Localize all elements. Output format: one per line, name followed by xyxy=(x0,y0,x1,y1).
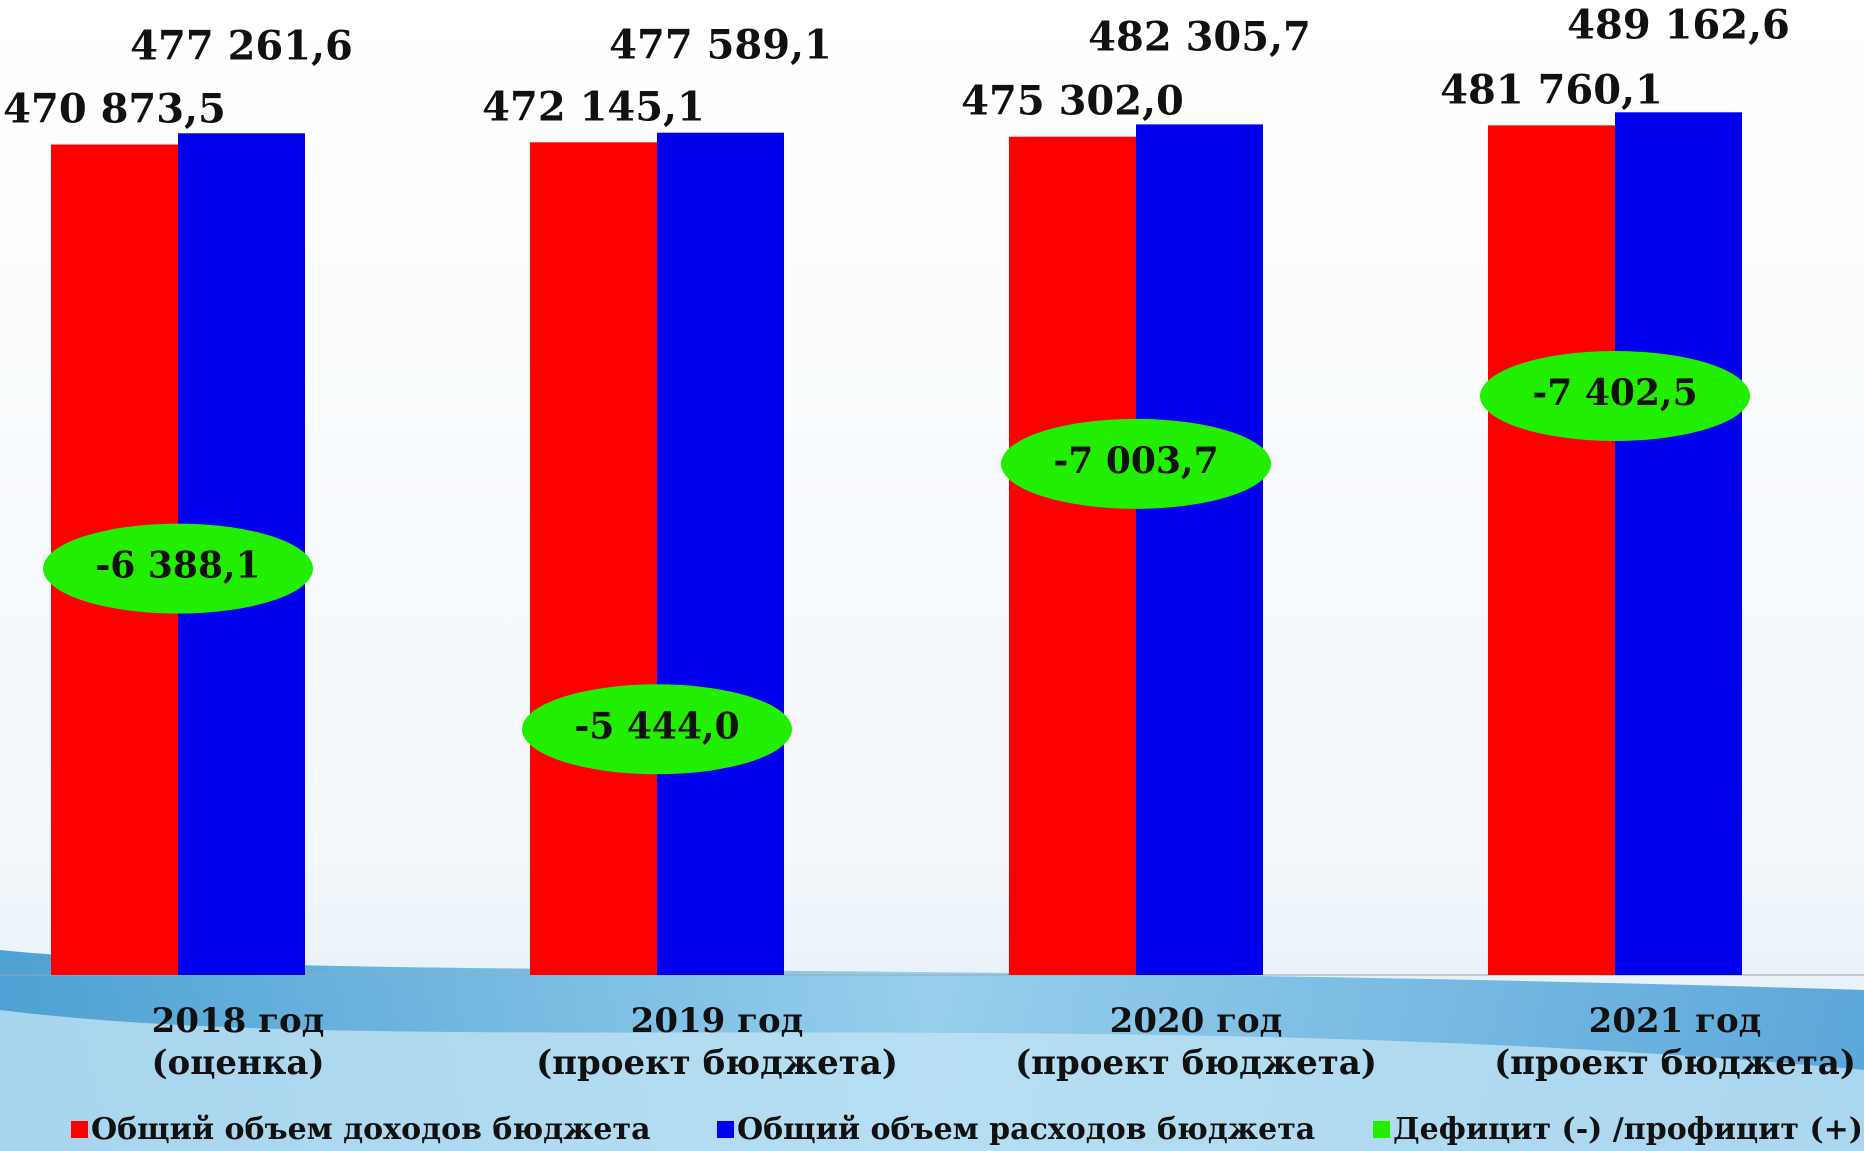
bar xyxy=(1488,125,1615,976)
legend-label: Общий объем расходов бюджета xyxy=(737,1112,1315,1147)
bar xyxy=(1136,124,1263,976)
deficit-marker xyxy=(522,684,792,775)
legend-swatch xyxy=(1373,1121,1390,1138)
x-tick-label: 2019 год (проект бюджета) xyxy=(536,1001,898,1083)
data-label: 482 305,7 xyxy=(1088,13,1311,60)
deficit-label: -5 444,0 xyxy=(574,705,739,747)
data-label: 477 589,1 xyxy=(609,22,832,69)
bar xyxy=(1009,136,1136,975)
deficit-label: -7 003,7 xyxy=(1053,440,1218,482)
deficit-marker xyxy=(1480,350,1750,441)
data-label: 489 162,6 xyxy=(1567,1,1790,48)
legend-label: Дефицит (-) /профицит (+) xyxy=(1393,1112,1863,1147)
legend-label: Общий объем доходов бюджета xyxy=(91,1112,651,1147)
deficit-marker xyxy=(43,523,313,614)
legend-swatch xyxy=(717,1121,734,1138)
x-tick-label: 2018 год (оценка) xyxy=(151,1001,325,1083)
deficit-marker xyxy=(1001,418,1271,509)
x-tick-label: 2020 год (проект бюджета) xyxy=(1015,1001,1377,1083)
x-tick-label: 2021 год (проект бюджета) xyxy=(1494,1001,1856,1083)
bar xyxy=(1615,112,1742,976)
data-label: 477 261,6 xyxy=(130,22,353,69)
deficit-label: -6 388,1 xyxy=(95,545,260,587)
data-label: 475 302,0 xyxy=(961,78,1184,125)
legend-swatch xyxy=(71,1121,88,1138)
data-label: 470 873,5 xyxy=(3,86,226,133)
data-label: 481 760,1 xyxy=(1440,66,1663,113)
data-label: 472 145,1 xyxy=(482,83,705,130)
bar xyxy=(657,132,784,976)
background-swoosh xyxy=(0,1010,1864,1151)
deficit-label: -7 402,5 xyxy=(1532,372,1697,414)
bar xyxy=(530,142,657,975)
